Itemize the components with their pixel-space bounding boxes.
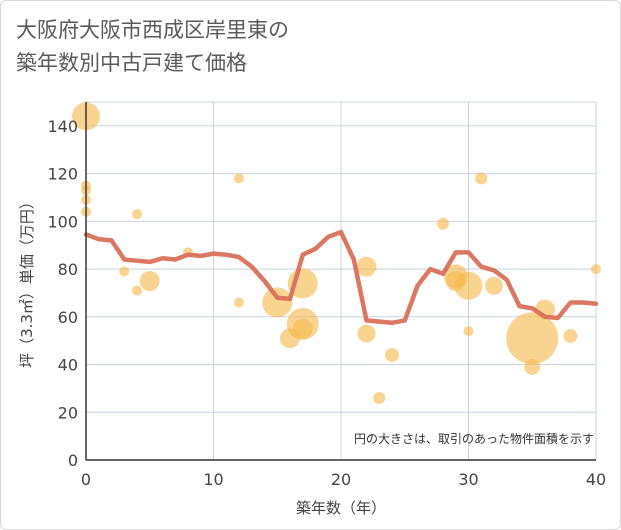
data-bubble [132, 209, 142, 220]
data-bubble [373, 391, 386, 404]
data-bubble [132, 285, 142, 296]
data-bubble [437, 217, 449, 230]
x-axis-label: 築年数（年） [296, 499, 386, 517]
data-bubble [292, 318, 313, 339]
data-bubble [463, 326, 474, 337]
data-bubble [357, 324, 376, 343]
y-axis-label: 坪（3.3㎡）単価（万円） [18, 194, 36, 368]
data-bubble [524, 358, 541, 375]
average-price-line [83, 229, 599, 326]
x-tick-label: 20 [331, 470, 351, 489]
data-bubble [119, 266, 130, 277]
chart-title: 大阪府大阪市西成区岸里東の 築年数別中古戸建て価格 [16, 14, 289, 80]
data-bubble [591, 264, 601, 275]
y-tick-label: 120 [47, 165, 78, 184]
data-bubble [262, 287, 293, 318]
data-bubble [234, 173, 244, 184]
x-tick-label: 40 [586, 470, 606, 489]
data-bubble [385, 347, 399, 362]
y-tick-label: 0 [68, 451, 78, 470]
y-tick-label: 100 [47, 212, 78, 231]
data-bubble [485, 276, 503, 295]
x-tick-label: 30 [458, 470, 478, 489]
data-bubble [139, 271, 160, 291]
chart-title-line2: 築年数別中古戸建て価格 [16, 51, 247, 75]
y-tick-label: 20 [58, 403, 78, 422]
y-tick-label: 40 [58, 356, 78, 375]
y-tick-label: 60 [58, 308, 78, 327]
data-bubble [234, 297, 244, 308]
data-bubble [506, 312, 559, 365]
y-tick-label: 80 [58, 260, 78, 279]
chart-title-line1: 大阪府大阪市西成区岸里東の [16, 18, 289, 42]
x-tick-label: 10 [203, 470, 223, 489]
size-note: 円の大きさは、取引のあった物件面積を示す [354, 431, 594, 446]
x-tick-label: 0 [81, 470, 91, 489]
data-bubble [475, 172, 488, 185]
data-bubble [563, 328, 578, 343]
data-bubble [356, 256, 377, 277]
y-tick-label: 140 [47, 117, 78, 136]
data-bubble [454, 271, 483, 300]
